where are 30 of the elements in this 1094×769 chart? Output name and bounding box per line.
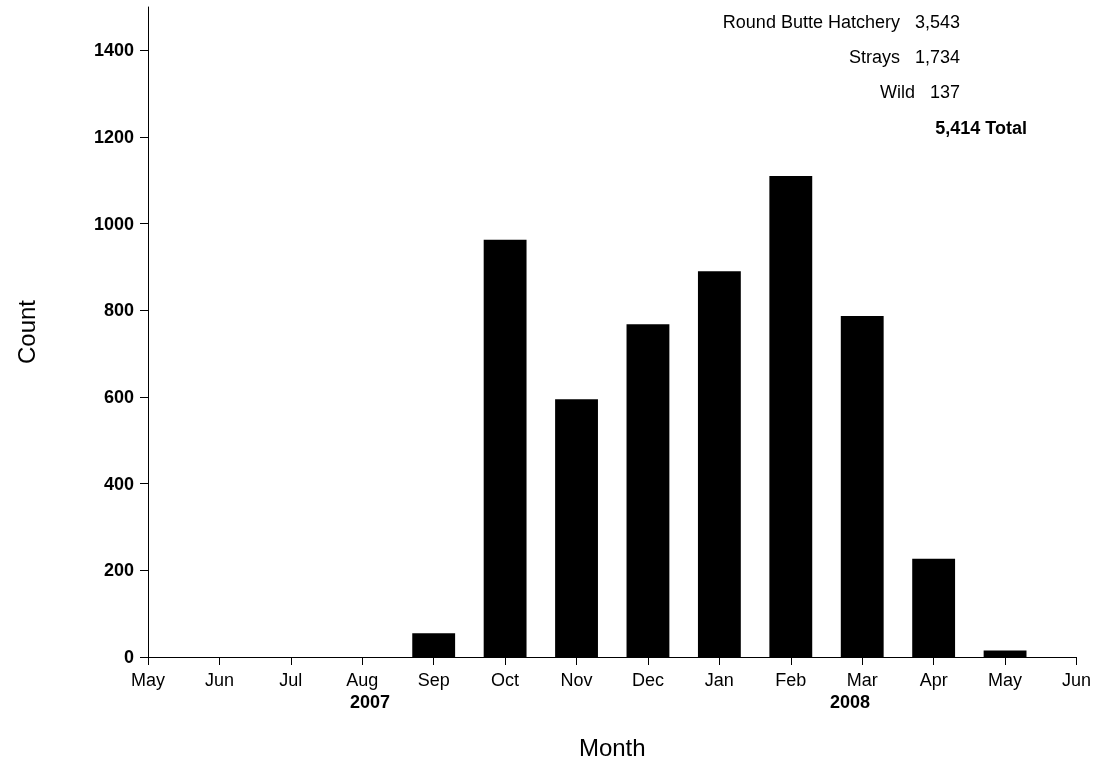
y-tick-label: 200 xyxy=(103,560,134,581)
x-tick-label: Jun xyxy=(1061,670,1091,690)
x-tick-label: Feb xyxy=(775,670,807,690)
x-axis-title: Month xyxy=(578,733,646,761)
x-tick-label: Oct xyxy=(491,670,520,690)
y-tick-label: 1000 xyxy=(93,213,134,234)
annotation: Round Butte Hatchery 3,543 xyxy=(722,12,960,32)
x-tick-label: Mar xyxy=(846,670,878,690)
y-tick-label: 1200 xyxy=(93,127,134,147)
annotation: Strays 1,734 xyxy=(848,47,960,67)
y-axis-title: Count xyxy=(12,299,40,365)
x-tick-label: May xyxy=(130,670,166,690)
x-tick-label: Jun xyxy=(204,670,234,690)
y-tick-label: 800 xyxy=(103,300,134,321)
y-tick-label: 600 xyxy=(103,387,134,407)
annotation: 5,414 Total xyxy=(935,118,1027,138)
x-tick-label: Jan xyxy=(704,670,734,690)
x-tick-label: Sep xyxy=(417,670,450,690)
y-tick-label: 0 xyxy=(123,647,134,667)
x-tick-label: Apr xyxy=(919,670,948,690)
x-tick-label: May xyxy=(988,670,1023,690)
annotation: Wild 137 xyxy=(879,82,960,102)
x-tick-label: Dec xyxy=(631,670,664,690)
text: 2008 xyxy=(829,692,871,712)
y-tick-label: 400 xyxy=(103,473,134,494)
x-tick-label: Aug xyxy=(346,670,379,690)
text: 2007 xyxy=(349,692,391,712)
y-tick-label: 1400 xyxy=(93,40,134,61)
x-tick-label: Nov xyxy=(560,670,593,690)
x-tick-label: Jul xyxy=(279,670,303,690)
